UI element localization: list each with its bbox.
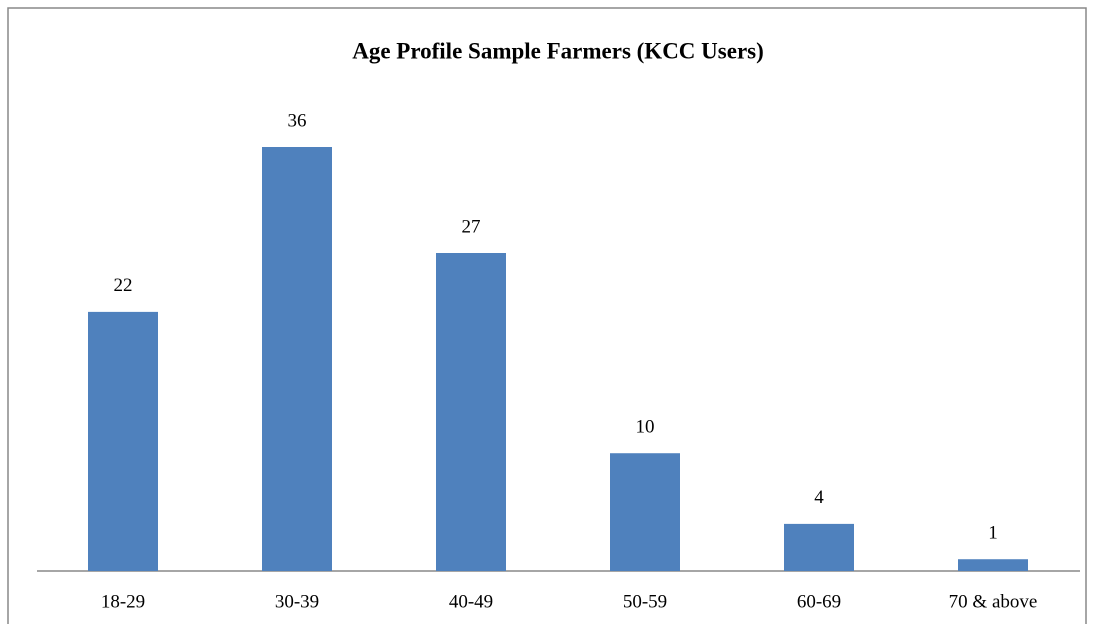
chart-title: Age Profile Sample Farmers (KCC Users) — [352, 38, 764, 63]
data-label: 22 — [114, 275, 133, 296]
bar — [958, 559, 1028, 571]
bar — [88, 311, 158, 571]
chart-frame — [7, 7, 1087, 624]
x-tick-label: 60-69 — [797, 591, 841, 612]
data-label: 36 — [288, 110, 307, 131]
bar — [262, 147, 332, 571]
data-label: 27 — [462, 216, 481, 237]
x-tick-label: 50-59 — [623, 591, 667, 612]
data-label: 10 — [636, 417, 655, 438]
x-tick-label: 30-39 — [275, 591, 319, 612]
x-tick-label: 40-49 — [449, 591, 493, 612]
bar — [784, 523, 854, 571]
bar — [610, 453, 680, 571]
data-label: 1 — [988, 523, 998, 544]
bar — [436, 253, 506, 571]
x-tick-label: 70 & above — [949, 591, 1038, 612]
x-tick-label: 18-29 — [101, 591, 145, 612]
data-label: 4 — [814, 487, 824, 508]
